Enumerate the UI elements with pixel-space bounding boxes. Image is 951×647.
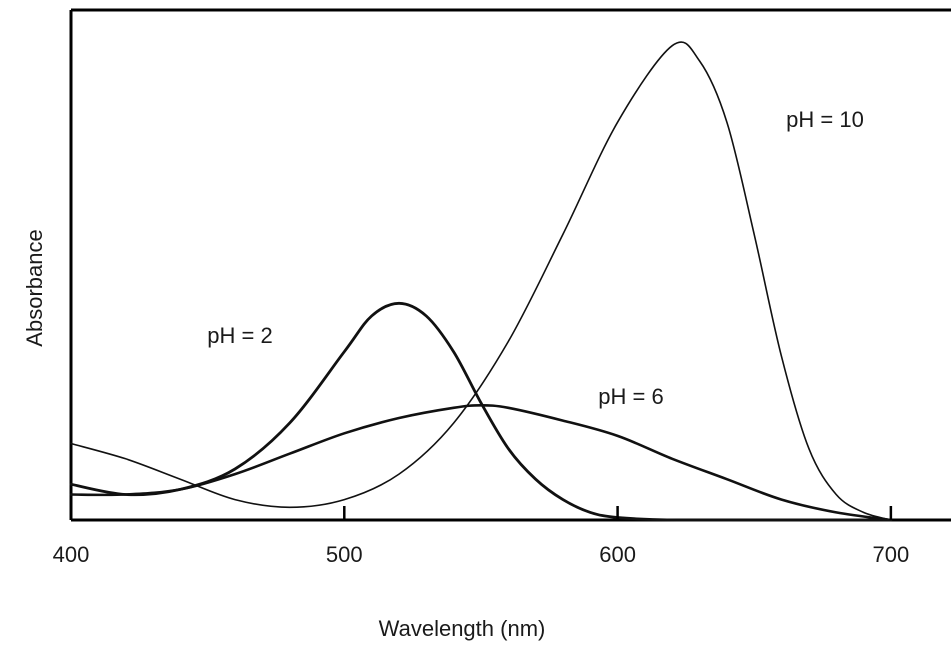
series-curves <box>69 41 893 522</box>
x-tick-label: 400 <box>53 542 90 567</box>
plot-frame <box>69 8 951 522</box>
x-tick-label: 500 <box>326 542 363 567</box>
x-tick-label: 700 <box>873 542 910 567</box>
series-label-ph-10: pH = 10 <box>786 107 864 132</box>
series-annotations: pH = 2 pH = 6 pH = 10 <box>207 107 864 409</box>
x-tick-label: 600 <box>599 542 636 567</box>
series-line-ph-2 <box>69 301 893 522</box>
x-axis-title: Wavelength (nm) <box>379 616 546 641</box>
series-line-ph-10 <box>70 41 892 521</box>
series-label-ph-6: pH = 6 <box>598 384 663 409</box>
series-line-ph-6 <box>69 404 893 522</box>
x-axis-ticks: 400 500 600 700 <box>53 506 910 567</box>
series-label-ph-2: pH = 2 <box>207 323 272 348</box>
y-axis-title: Absorbance <box>22 229 47 346</box>
